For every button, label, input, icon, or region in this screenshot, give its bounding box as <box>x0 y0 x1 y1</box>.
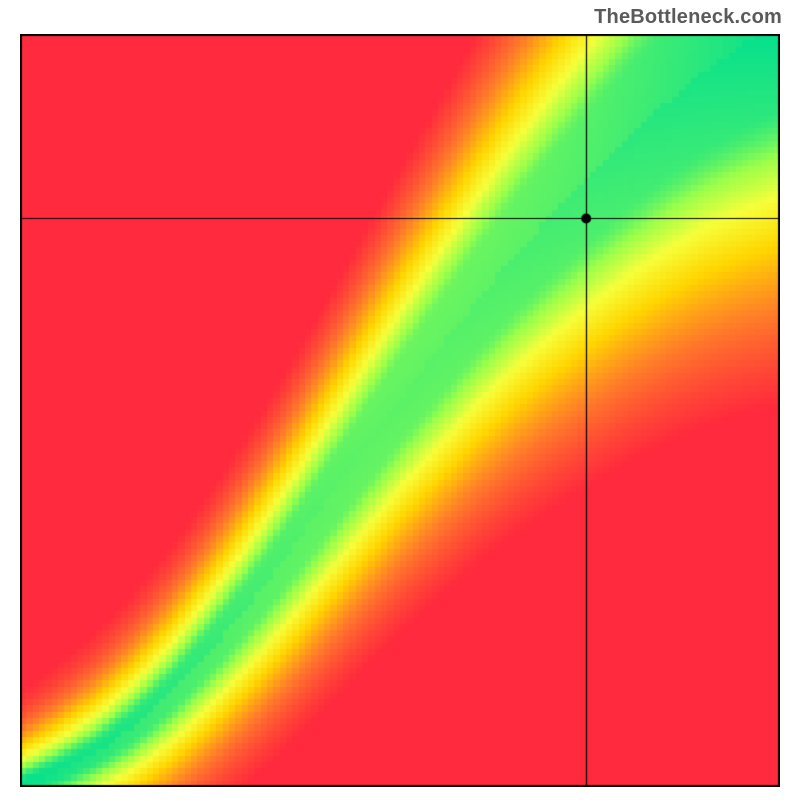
bottleneck-heatmap <box>20 34 780 787</box>
watermark-text: TheBottleneck.com <box>594 6 782 29</box>
page-root: TheBottleneck.com <box>0 0 800 800</box>
